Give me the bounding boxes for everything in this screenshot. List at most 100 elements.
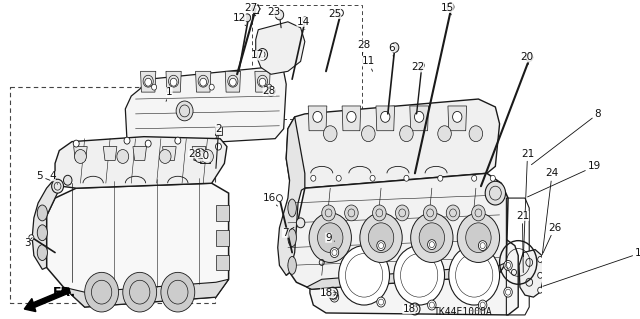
Circle shape <box>438 175 443 181</box>
Bar <box>216 230 228 246</box>
Circle shape <box>84 272 118 312</box>
Circle shape <box>538 272 543 278</box>
Ellipse shape <box>288 229 296 247</box>
Polygon shape <box>125 67 286 146</box>
Circle shape <box>438 126 451 142</box>
Text: 16: 16 <box>262 193 278 206</box>
Bar <box>252 5 362 119</box>
Circle shape <box>372 205 386 221</box>
Circle shape <box>161 272 195 312</box>
Circle shape <box>504 261 512 271</box>
Circle shape <box>381 111 390 122</box>
Polygon shape <box>47 183 228 307</box>
Polygon shape <box>55 137 227 188</box>
Polygon shape <box>32 178 61 269</box>
Text: 14: 14 <box>296 17 310 30</box>
Text: 15: 15 <box>440 3 454 15</box>
Bar <box>216 205 228 221</box>
Circle shape <box>344 205 358 221</box>
Circle shape <box>302 17 307 23</box>
Circle shape <box>446 205 460 221</box>
Polygon shape <box>166 71 181 92</box>
Circle shape <box>415 111 424 122</box>
Circle shape <box>362 126 375 142</box>
Circle shape <box>370 175 375 181</box>
Circle shape <box>447 3 454 11</box>
Circle shape <box>257 48 268 60</box>
Circle shape <box>209 84 214 90</box>
Circle shape <box>313 111 322 122</box>
Circle shape <box>74 150 86 163</box>
Circle shape <box>73 140 79 147</box>
Circle shape <box>152 84 157 90</box>
Polygon shape <box>448 106 467 131</box>
Circle shape <box>466 223 491 253</box>
Polygon shape <box>376 106 395 131</box>
Polygon shape <box>225 71 241 92</box>
Circle shape <box>259 78 266 86</box>
Polygon shape <box>307 263 506 289</box>
Circle shape <box>267 84 272 90</box>
Circle shape <box>457 213 500 263</box>
Text: 19: 19 <box>527 161 601 197</box>
Bar <box>215 127 222 135</box>
Circle shape <box>411 213 453 263</box>
Bar <box>200 153 210 163</box>
Circle shape <box>176 101 193 121</box>
Circle shape <box>202 150 213 163</box>
Circle shape <box>145 140 151 147</box>
Text: 22: 22 <box>411 62 424 72</box>
Circle shape <box>479 300 487 310</box>
Circle shape <box>52 179 63 193</box>
Circle shape <box>428 240 436 249</box>
Circle shape <box>296 218 305 228</box>
Circle shape <box>275 10 284 20</box>
Circle shape <box>317 223 343 253</box>
Circle shape <box>123 272 157 312</box>
FancyArrow shape <box>24 288 70 312</box>
Circle shape <box>337 9 344 16</box>
Circle shape <box>485 181 506 205</box>
Text: 24: 24 <box>542 168 559 255</box>
Text: 2: 2 <box>215 124 222 139</box>
Circle shape <box>124 137 130 144</box>
Circle shape <box>472 205 485 221</box>
Text: 27: 27 <box>244 3 257 16</box>
Circle shape <box>175 137 180 144</box>
Polygon shape <box>74 146 87 160</box>
Circle shape <box>145 78 152 86</box>
Polygon shape <box>103 146 117 160</box>
Polygon shape <box>256 22 305 74</box>
Text: 7: 7 <box>282 227 294 238</box>
Text: TK44E1000A: TK44E1000A <box>433 307 492 317</box>
Circle shape <box>311 175 316 181</box>
Bar <box>10 87 215 303</box>
Polygon shape <box>286 173 508 289</box>
Circle shape <box>216 143 221 150</box>
Circle shape <box>336 175 341 181</box>
Polygon shape <box>278 117 305 275</box>
Circle shape <box>452 111 462 122</box>
Polygon shape <box>141 71 156 92</box>
Text: 1: 1 <box>166 87 173 101</box>
Text: 21: 21 <box>521 149 534 257</box>
Circle shape <box>479 241 487 250</box>
Text: FR.: FR. <box>52 286 76 299</box>
Circle shape <box>117 150 129 163</box>
Bar <box>216 255 228 271</box>
Circle shape <box>323 126 337 142</box>
Text: 4: 4 <box>49 171 58 184</box>
Circle shape <box>399 126 413 142</box>
Text: 20: 20 <box>520 52 533 64</box>
Polygon shape <box>133 146 147 160</box>
Ellipse shape <box>288 199 296 217</box>
Text: 23: 23 <box>267 7 280 17</box>
Circle shape <box>63 175 72 185</box>
Circle shape <box>339 246 390 305</box>
Text: 18: 18 <box>403 304 415 314</box>
Text: 28: 28 <box>188 149 202 159</box>
Text: 13: 13 <box>543 248 640 286</box>
Circle shape <box>538 256 543 263</box>
Text: 26: 26 <box>543 223 561 253</box>
Circle shape <box>322 205 335 221</box>
